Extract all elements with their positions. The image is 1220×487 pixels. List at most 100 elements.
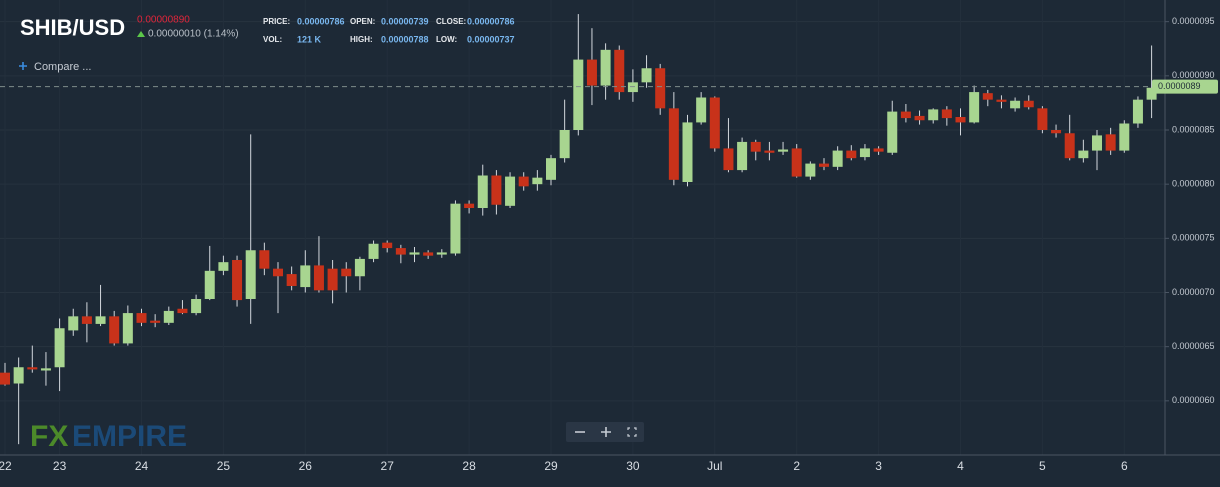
y-tick-label: 0.0000070 [1172,287,1215,297]
candle-body [327,268,338,291]
candle-body [1132,99,1143,124]
candle-body [136,313,147,323]
candle-body [259,250,270,269]
candle-body [423,252,434,256]
y-tick-label: 0.0000095 [1172,16,1215,26]
candle-body [805,163,816,177]
candle-body [709,97,720,149]
candle-body [859,148,870,158]
candle-body [682,122,693,182]
fullscreen[interactable] [627,427,637,437]
candle-body [969,92,980,123]
x-tick-label: 4 [957,459,964,473]
candle-body [627,82,638,93]
candle-body [914,115,925,121]
candle-body [245,250,256,299]
candle-body [982,93,993,100]
candle-body [13,367,24,384]
x-tick-label: 5 [1039,459,1046,473]
zoom-in[interactable] [601,427,611,437]
candle-body [832,150,843,167]
candle-body [764,150,775,153]
candle-body [873,148,884,152]
candles [0,14,1165,445]
candle-body [955,117,966,123]
candle-body [273,268,283,277]
price-tag-label: 0.0000089 [1158,81,1201,91]
candle-body [887,111,898,153]
candle-body [395,248,406,255]
y-tick-label: 0.0000085 [1172,124,1215,134]
candle-body [409,252,420,255]
grid [0,0,1165,455]
candle-body [532,177,543,185]
y-tick-label: 0.0000090 [1172,70,1215,80]
candle-body [614,49,625,93]
stat-value: 121 K [297,34,322,44]
candle-body [791,148,802,177]
candle-body [54,328,65,368]
candle-body [464,203,475,208]
x-tick-label: 29 [544,459,558,473]
candle-body [696,97,707,123]
compare-button[interactable]: Compare ... [19,61,91,73]
candle-body [1119,123,1130,151]
candle-body [737,141,748,171]
candle-body [68,316,79,331]
x-tick-label: 24 [135,459,149,473]
x-tick-label: 27 [381,459,395,473]
candle-body [1146,87,1157,100]
stat-value: 0.00000786 [297,16,345,26]
candle-body [313,265,324,291]
compare-label[interactable]: Compare ... [34,61,91,73]
candle-body [941,109,952,119]
stat-value: 0.00000737 [467,34,515,44]
up-arrow [137,31,145,37]
y-tick-label: 0.0000075 [1172,233,1215,243]
candle-body [204,270,215,299]
candle-body [1051,130,1062,134]
price-tag [1152,79,1218,94]
stat-value: 0.00000788 [381,34,429,44]
candle-body [122,313,133,344]
candle-body [723,148,734,171]
candle-body [559,130,570,159]
stat-label: PRICE: [263,17,290,26]
candle-body [505,176,516,206]
plus-icon [19,62,27,70]
x-tick-label: 30 [626,459,640,473]
candle-body [95,316,106,324]
candle-body [436,252,447,255]
candle-body [477,175,488,208]
candle-body [819,163,829,167]
stat-label: CLOSE: [436,17,466,26]
candle-body [546,158,556,180]
candle-body [668,108,679,180]
stat-label: VOL: [263,35,282,44]
candle-body [191,299,202,314]
candle-body [778,149,789,152]
candle-body [163,310,174,323]
x-tick-label: 26 [299,459,313,473]
candle-body [341,268,352,277]
candle-body [586,59,597,86]
candle-body [382,242,393,249]
candle-body [996,99,1007,102]
stat-label: HIGH: [350,35,373,44]
candle-body [1092,135,1102,151]
candle-body [928,109,939,121]
candle-body [81,316,92,324]
watermark-empire: EMPIRE [72,420,187,453]
candle-body [1037,108,1048,130]
candle-body [177,308,188,314]
stat-value: 0.00000786 [467,16,515,26]
candle-body [641,68,652,83]
x-tick-label: 25 [217,459,231,473]
candle-body [450,203,461,254]
candle-body [40,368,51,371]
candle-body [573,59,584,131]
x-tick-label: 22 [0,459,12,473]
candle-body [218,262,229,271]
candle-body [1010,100,1021,109]
